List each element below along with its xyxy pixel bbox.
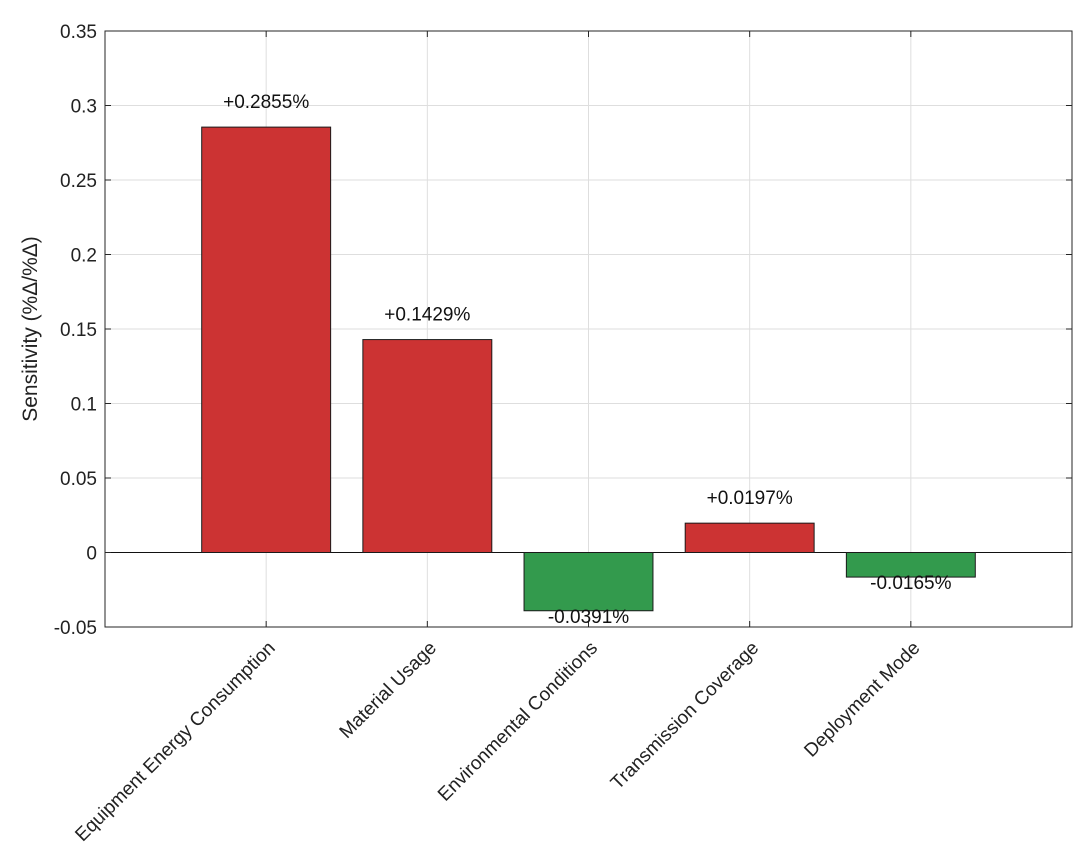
bar [362, 339, 493, 554]
x-tick-label: Transmission Coverage [607, 638, 763, 794]
y-tick-label: 0.05 [60, 469, 97, 490]
y-tick-label: 0 [86, 544, 97, 565]
y-axis-label: Sensitivity (%Δ/%Δ) [19, 236, 42, 422]
bar [684, 522, 815, 553]
x-tick-label: Equipment Energy Consumption [71, 638, 279, 846]
bar [523, 552, 654, 612]
bar [201, 126, 332, 553]
x-tick-label: Material Usage [336, 638, 441, 743]
x-tick-label: Environmental Conditions [434, 638, 602, 806]
data-label: -0.0391% [548, 607, 629, 628]
y-tick-label: 0.1 [71, 395, 97, 416]
y-tick-label: 0.35 [60, 22, 97, 43]
data-label: +0.0197% [707, 488, 793, 509]
data-labels: +0.2855% +0.1429% -0.0391% +0.0197% -0.0165% [223, 92, 951, 628]
y-tick-label: 0.15 [60, 320, 97, 341]
data-label: +0.2855% [223, 92, 309, 113]
bar [845, 552, 976, 578]
x-tick-label: Deployment Mode [800, 638, 924, 762]
plot-frame [104, 30, 1073, 628]
y-tick-label: 0.25 [60, 171, 97, 192]
y-tick-label: 0.2 [71, 246, 97, 267]
y-tick-labels: -0.05 0 0.05 0.1 0.15 0.2 0.25 0.3 0.35 [54, 22, 97, 639]
data-label: +0.1429% [384, 305, 470, 326]
data-label: -0.0165% [870, 573, 951, 594]
x-tick-labels: Equipment Energy Consumption Material Usa… [71, 638, 924, 846]
bars [201, 126, 976, 612]
y-tick-label: -0.05 [54, 618, 97, 639]
y-tick-label: 0.3 [71, 97, 97, 118]
